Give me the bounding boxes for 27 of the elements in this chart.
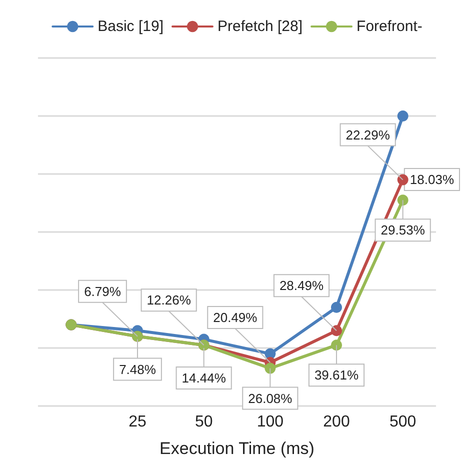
annotation: 28.49% [279, 278, 324, 294]
x-tick-label: 500 [389, 414, 416, 430]
point [331, 325, 342, 336]
x-tick-label: 100 [256, 414, 284, 430]
x-tick-label: 25 [128, 414, 146, 430]
annotation: 20.49% [213, 310, 258, 325]
annotation: 6.79% [84, 284, 122, 299]
point [331, 302, 342, 313]
legend-label: Prefetch [28] [217, 18, 303, 35]
annotation: 12.26% [146, 292, 192, 308]
legend-label: Forefront- [356, 18, 422, 35]
annotation: 29.53% [380, 222, 426, 238]
annotation: 14.44% [182, 370, 226, 386]
point [397, 194, 408, 206]
point [331, 340, 342, 351]
x-tick-label: 50 [194, 414, 213, 430]
legend-label: Basic [19] [98, 18, 164, 35]
annotation: 39.61% [314, 368, 359, 383]
annotation: 26.08% [248, 390, 293, 406]
point [397, 174, 408, 186]
point [397, 110, 408, 122]
annotation: 18.03% [410, 172, 454, 187]
x-tick-label: 200 [323, 414, 350, 430]
point [264, 362, 276, 374]
annotation: 22.29% [346, 127, 390, 142]
x-axis-title: Execution Time (ms) [160, 439, 314, 458]
annotation: 7.48% [119, 362, 156, 377]
